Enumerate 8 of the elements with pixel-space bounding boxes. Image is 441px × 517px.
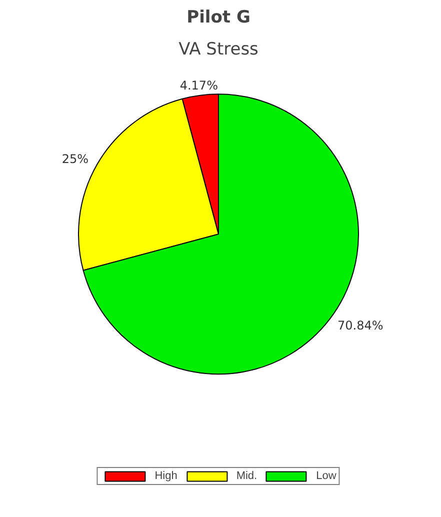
- data-label: 25%: [62, 152, 89, 166]
- legend-label: Mid.: [236, 470, 258, 482]
- data-label: 70.84%: [338, 318, 384, 332]
- chart-subtitle: VA Stress: [178, 40, 259, 60]
- data-label: 4.17%: [180, 78, 218, 92]
- legend-label: Low: [316, 470, 336, 482]
- chart-title: Pilot G: [186, 8, 250, 28]
- legend-label: High: [154, 470, 178, 482]
